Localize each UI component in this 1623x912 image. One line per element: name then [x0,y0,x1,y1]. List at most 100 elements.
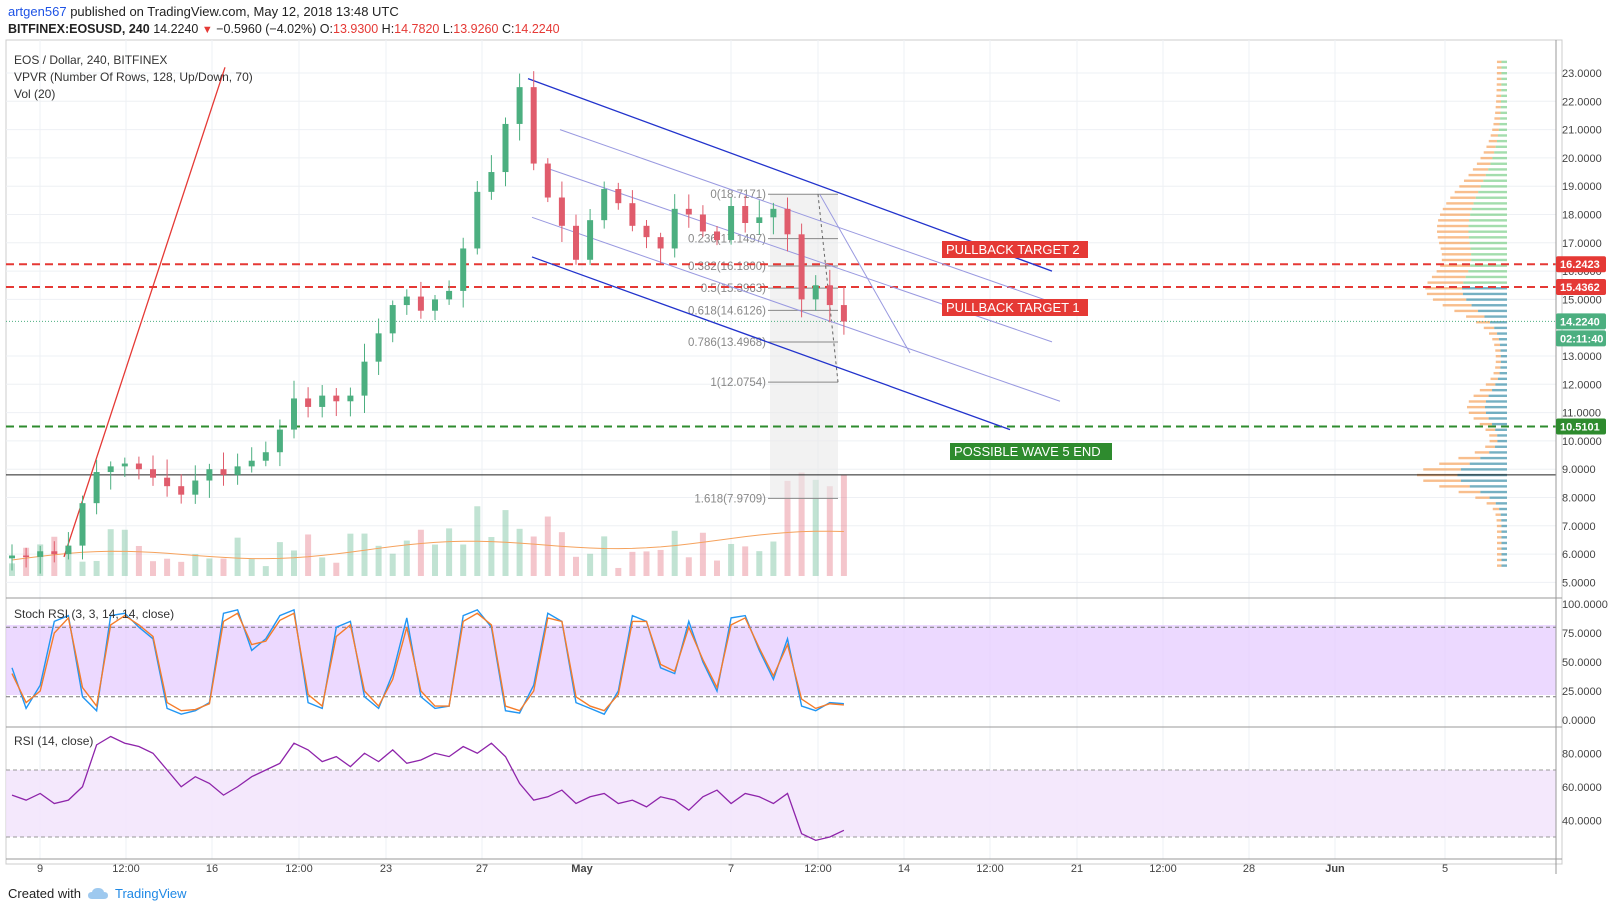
vpvr-up-row [1501,547,1507,550]
volume-bar [333,562,340,576]
vpvr-up-row [1495,502,1507,505]
vpvr-down-row [1423,479,1461,482]
vpvr-down-row [1496,83,1502,86]
vpvr-down-row [1483,326,1495,330]
stoch-series-K [11,608,844,716]
vpvr-up-row [1490,162,1507,165]
vpvr-up-row [1484,315,1507,318]
rsi-tick-label: 80.0000 [1562,748,1602,760]
volume-bar [262,566,269,576]
low-label: L: [442,22,454,36]
created-with-text: Created with [8,886,81,901]
candle-body [150,469,156,478]
vpvr-down-row [1442,304,1472,307]
time-tick-label: 12:00 [804,863,832,875]
time-tick-label: 12:00 [112,863,140,875]
vpvr-down-row [1450,196,1476,199]
fib-level-label: 1.618(7.9709) [694,493,766,505]
vpvr-up-row [1500,366,1507,369]
channel-inner-line-4 [819,194,911,354]
price-tick-label: 8.0000 [1562,493,1596,505]
author-link[interactable]: artgen567 [8,4,67,19]
fib-level-label: 0.618(14.6126) [688,305,766,317]
vpvr-up-row [1492,156,1507,160]
rsi-series-line [11,735,845,842]
annotation-label: PULLBACK TARGET 2 [946,242,1080,257]
volume-bar [643,551,650,576]
candle-body [629,203,636,226]
vpvr-up-row [1463,281,1507,284]
vpvr-up-row [1489,451,1507,454]
volume-bar [544,516,551,576]
price-tick-label: 9.0000 [1562,464,1596,476]
candle-body [65,545,72,555]
stoch-tick-label: 75.0000 [1562,628,1602,640]
rsi-label: RSI (14, close) [14,734,93,748]
vpvr-up-row [1470,247,1507,250]
vpvr-down-row [1495,349,1501,352]
vpvr-down-row [1496,66,1502,69]
volume-bar [629,551,636,576]
volume-bar [657,549,664,576]
vpvr-up-row [1498,338,1507,341]
vpvr-up-row [1480,185,1507,188]
vpvr-up-row [1495,383,1507,386]
vpvr-up-row [1484,405,1507,409]
candle-body [685,208,692,215]
vpvr-up-row [1494,326,1507,330]
price-tick-label: 21.0000 [1562,125,1602,137]
candle-body [234,466,241,475]
vpvr-up-row [1501,60,1507,64]
vpvr-up-row [1470,264,1507,267]
time-tick-label: 27 [476,863,488,875]
vpvr-up-row [1469,462,1507,465]
volume-bar [685,557,692,576]
candle-body [530,87,537,164]
vpvr-up-row [1478,309,1507,313]
vpvr-down-row [1458,456,1481,460]
footer: Created with TradingView [8,886,187,901]
vpvr-down-row [1468,411,1486,414]
close-label: C: [501,22,515,36]
candle-body [276,429,283,453]
tradingview-link[interactable]: TradingView [114,886,187,901]
chart-canvas[interactable]: 0(18.7171)0.236(17.1497)0.382(16.1800)0.… [0,0,1623,880]
price-tag-label: 14.2240 [1560,316,1600,328]
vpvr-down-row [1473,417,1489,420]
price-tag-label: 10.5101 [1560,421,1600,433]
candle-body [23,555,30,558]
candle-body [615,189,622,204]
low-value: 13.9260 [453,22,499,36]
vpvr-down-row [1495,355,1501,358]
candle-body [164,477,171,487]
vpvr-up-row [1501,530,1507,533]
candle-body [502,123,509,173]
annotation-label: POSSIBLE WAVE 5 END [954,444,1101,459]
vpvr-up-row [1500,349,1507,352]
annotations: PULLBACK TARGET 2 PULLBACK TARGET 1 POSSIB… [942,241,1112,460]
annotation-box [942,299,1088,316]
fib-level-label: 1(12.0754) [710,377,766,389]
vpvr-down-row [1468,173,1486,177]
volume-bar [417,529,424,576]
vpvr-up-row [1469,241,1507,245]
price-change: −0.5960 (−4.02%) [216,22,317,36]
price-tick-label: 17.0000 [1562,238,1602,250]
vpvr-up-row [1469,219,1507,222]
fibonacci-retracement: 0(18.7171)0.236(17.1497)0.382(16.1800)0.… [688,189,839,505]
time-tick-label: 14 [898,863,910,875]
vpvr-up-row [1492,422,1507,426]
vpvr-up-row [1462,287,1507,290]
volume-bar [319,557,326,576]
candle-body [262,452,269,461]
candle-body [79,503,86,546]
candle-body [558,197,565,226]
volume-bar [79,561,86,576]
vpvr-up-row [1501,77,1507,81]
vpvr-down-row [1425,287,1463,290]
vpvr-up-row [1500,513,1507,516]
vpvr-up-row [1500,111,1507,115]
vpvr-down-row [1495,360,1501,364]
vpvr-up-row [1462,292,1507,296]
volume-bar [164,558,171,576]
